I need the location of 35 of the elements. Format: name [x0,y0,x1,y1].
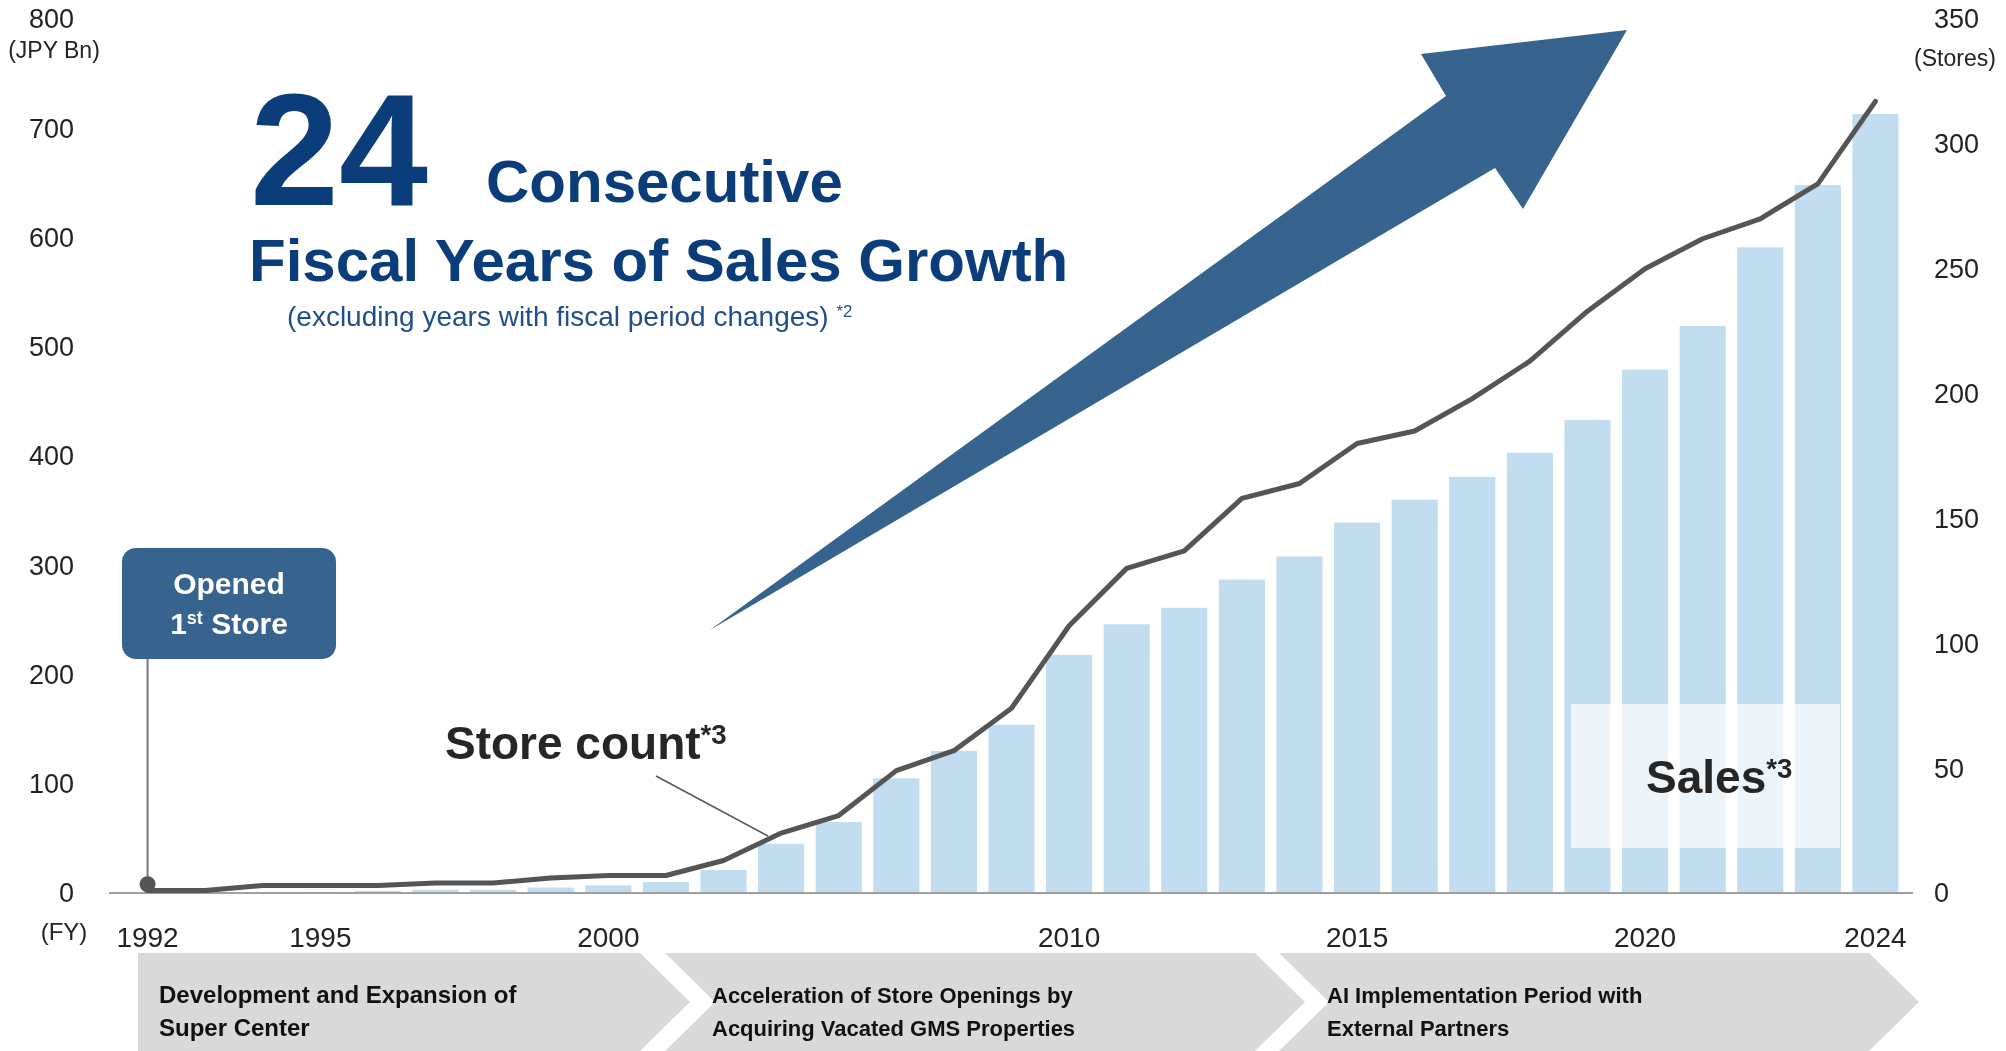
x-tick-label: 2000 [577,922,640,953]
y-tick-label: 800 [28,4,74,35]
x-tick-label: 2010 [1037,922,1101,953]
x-tick-label: 2020 [1613,922,1677,953]
series-label: Sales$^{*3}$ [1646,751,1793,803]
x-tick-label: 1992 [116,922,179,953]
y2-axis-title: (Stores) [1914,45,1996,71]
x-tick-label: 2015 [1325,922,1389,953]
y-tick-label: 200 [28,659,74,690]
y2-tick-label: 100 [1934,628,1980,659]
y-tick-label: 300 [28,550,74,581]
x-axis-title: (FY) [40,918,88,945]
y-tick-label: 600 [28,222,74,253]
y-tick-label: 100 [28,769,74,800]
text: (excluding years with fiscal period changes) $^{*2}$ [287,301,853,332]
y2-tick-label: 300 [1934,129,1980,160]
y2-tick-label: 0 [1934,878,1950,909]
y2-tick-label: 250 [1934,254,1980,285]
series-label: Store count$^{*3}$ [445,717,727,769]
x-tick-label: 1995 [289,922,352,953]
text: Acceleration of Store Openings by Acquiring Vacated GMS Properties [712,983,1076,1041]
y-axis-title: (JPY Bn) [8,37,100,63]
y-tick-label: 700 [28,113,74,144]
text: AI Implementation Period with External Partners [1327,983,1643,1041]
x-tick-label: 2024 [1844,922,1907,953]
y2-tick-label: 350 [1934,4,1980,35]
y-tick-label: 0 [58,878,74,909]
text: Development and Expansion of Super Center [159,981,518,1041]
y2-tick-label: 200 [1934,379,1980,410]
y-tick-label: 500 [28,332,74,363]
chart-title: 24 Consecutive Fiscal Years of Sales Growth [249,60,1069,294]
y2-tick-label: 50 [1934,753,1965,784]
y2-tick-label: 150 [1934,503,1980,534]
annotation: Opened 1$^{st}$ Store [170,567,288,640]
y-tick-label: 400 [28,441,74,472]
